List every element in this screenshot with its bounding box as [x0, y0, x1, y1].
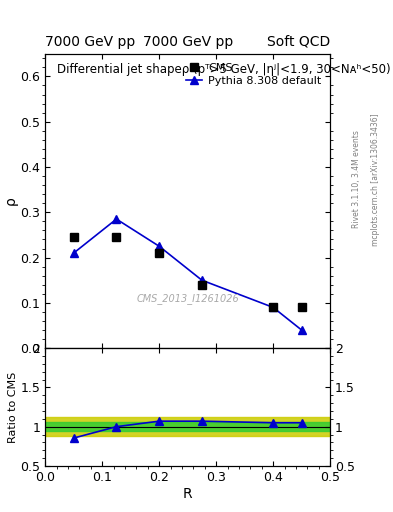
CMS [200, 282, 204, 288]
Text: Soft QCD: Soft QCD [267, 35, 330, 49]
X-axis label: R: R [183, 486, 193, 501]
CMS [114, 234, 119, 240]
Pythia 8.308 default [157, 243, 162, 249]
Text: 7000 GeV pp: 7000 GeV pp [45, 35, 136, 49]
Text: CMS_2013_I1261026: CMS_2013_I1261026 [136, 293, 239, 304]
Pythia 8.308 default [72, 250, 76, 256]
Line: Pythia 8.308 default: Pythia 8.308 default [70, 215, 306, 334]
Y-axis label: ρ: ρ [4, 197, 18, 205]
Pythia 8.308 default [200, 277, 204, 283]
CMS [72, 234, 76, 240]
Legend: CMS, Pythia 8.308 default: CMS, Pythia 8.308 default [182, 59, 325, 89]
Text: mcplots.cern.ch [arXiv:1306.3436]: mcplots.cern.ch [arXiv:1306.3436] [371, 113, 380, 246]
Text: Rivet 3.1.10, 3.4M events: Rivet 3.1.10, 3.4M events [352, 130, 361, 228]
Pythia 8.308 default [299, 327, 304, 333]
Y-axis label: Ratio to CMS: Ratio to CMS [7, 371, 18, 443]
CMS [299, 304, 304, 310]
Text: 7000 GeV pp: 7000 GeV pp [143, 35, 233, 49]
CMS [157, 250, 162, 256]
Pythia 8.308 default [271, 304, 275, 310]
Pythia 8.308 default [114, 216, 119, 222]
CMS [271, 304, 275, 310]
Text: Differential jet shapeρ (pᵀ>5 GeV, |ηʲ|<1.9, 30<Nᴀʰ<50): Differential jet shapeρ (pᵀ>5 GeV, |ηʲ|<… [57, 62, 390, 76]
Line: CMS: CMS [70, 233, 306, 312]
